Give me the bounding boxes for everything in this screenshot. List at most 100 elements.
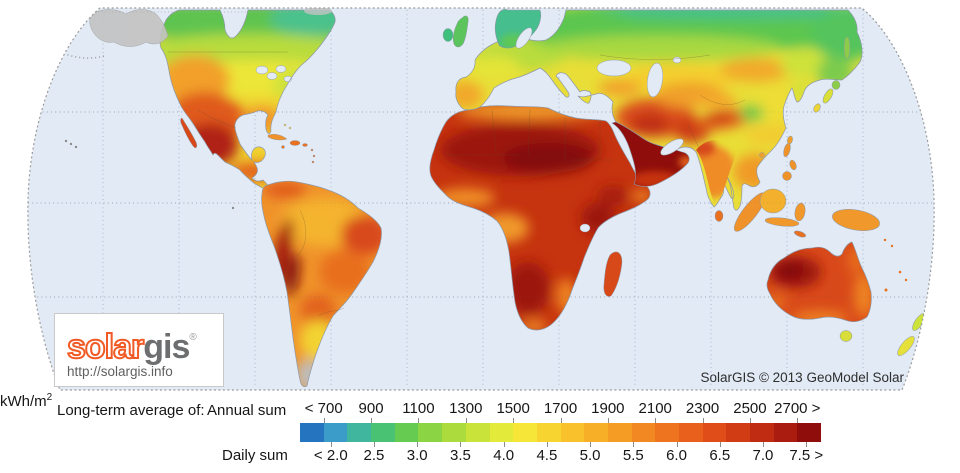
caribbean-islands [267,123,316,164]
daily-tick-label: 4.0 [493,447,515,464]
daily-tick-label: < 2.0 [313,447,348,464]
sulawesi [794,202,806,222]
colorbar-segment [300,423,324,442]
legend-unit-label: kWh/m2 [0,392,53,410]
daily-tick-label: 2.5 [363,447,385,464]
annual-tick-mark [560,418,562,423]
colorbar-segment [750,423,774,442]
daily-tick-label: 3.5 [450,447,471,464]
daily-tick-label: 4.5 [536,447,558,464]
annual-tick-mark [323,418,325,423]
annual-tick-label: 2500 [733,400,767,417]
colorbar-segment [797,423,822,442]
daily-tick-mark [417,442,419,447]
country-borders [168,51,746,317]
great-lakes [255,65,293,83]
annual-tick-mark [513,418,515,423]
inland-seas [515,27,684,156]
colorbar-segment [418,423,443,442]
annual-tick-label: < 700 [304,400,343,417]
annual-tick-label: 1100 [402,400,435,417]
persian-gulf [660,138,684,156]
colorbar-segment [371,423,395,442]
colorbar-segment [607,423,632,442]
colorbar-segment [773,423,798,442]
colorbar-segment [655,423,679,442]
logo-text-solar: solar [66,327,145,367]
annual-tick-label: 900 [358,400,384,417]
annual-tick-label: 1500 [496,400,530,417]
daily-tick-mark [460,442,462,447]
java [764,217,800,227]
daily-tick-mark [330,442,332,447]
annual-tick-label: 1300 [449,400,483,417]
annual-tick-mark [465,418,467,423]
daily-tick-mark [676,442,678,447]
hokkaido [831,80,841,90]
daily-tick-label: 3.0 [406,447,428,464]
sri-lanka [714,210,724,222]
daily-tick-label: 6.0 [666,447,687,464]
colorbar-region: < 700 900 1100 1300 1500 1700 1900 2100 2300 2500… [300,400,823,464]
daily-tick-mark [719,442,721,447]
annual-tick-label: 2700 > [774,400,821,417]
colorbar-segment [489,423,514,442]
daily-tick-mark [546,442,548,447]
annual-tick-mark [371,418,373,423]
tasmania [839,330,853,342]
unit-exponent: 2 [46,392,53,403]
aral-sea [672,56,682,64]
annual-tick-mark [749,418,751,423]
great-britain [452,15,469,48]
daily-tick-label: 5.0 [579,447,601,464]
solargis-logo: solargis® [66,318,197,367]
annual-tick-label: 2300 [685,400,720,417]
colorbar-segment [702,423,727,442]
colorbar-segment [442,423,466,442]
daily-tick-mark [590,442,592,447]
daily-tick-mark [633,442,635,447]
luzon [783,142,791,158]
solargis-logo-box: solargis® http://solargis.info [54,313,224,387]
world-irradiation-map [27,7,935,391]
colorbar-segment [513,423,537,442]
daily-tick-mark [762,442,764,447]
hainan [759,152,765,158]
colorbar [300,423,822,442]
annual-tick-mark [702,418,704,423]
sakhalin [843,36,851,60]
honshu [822,88,834,104]
daily-tick-mark [806,442,808,447]
colorbar-segment [347,423,372,442]
colorbar-segment [394,423,419,442]
colorbar-segment [726,423,751,442]
baltic-sea [515,27,533,49]
legend: Long-term average of: Annual sum Daily s… [0,392,960,473]
legend-annual-sum-label: Annual sum [207,402,287,419]
timor [794,230,806,238]
colorbar-segment [465,423,490,442]
annual-tick-label: 1900 [591,400,625,417]
annual-tick-mark [655,418,657,423]
colorbar-segment [679,423,703,442]
colorbar-segment [560,423,585,442]
registered-mark: ® [189,332,197,343]
annual-tick-label: 1700 [543,400,578,417]
logo-text-gis: gis [143,328,190,366]
colorbar-segment [631,423,656,442]
daily-tick-label: 6.5 [709,447,731,464]
world-map-area: solargis® http://solargis.info SolarGIS … [27,7,935,391]
legend-daily-sum-label: Daily sum [222,447,288,464]
colorbar-segment [536,423,561,442]
annual-tick-mark [797,418,799,423]
borneo [759,188,787,214]
daily-tick-mark [373,442,375,447]
mindanao [782,171,792,181]
kyushu [813,103,821,113]
lake-victoria [579,223,591,233]
new-zealand-south [897,336,915,356]
unit-text: kWh/m [0,393,47,410]
daily-tick-label: 5.5 [622,447,644,464]
new-guinea [832,209,880,231]
